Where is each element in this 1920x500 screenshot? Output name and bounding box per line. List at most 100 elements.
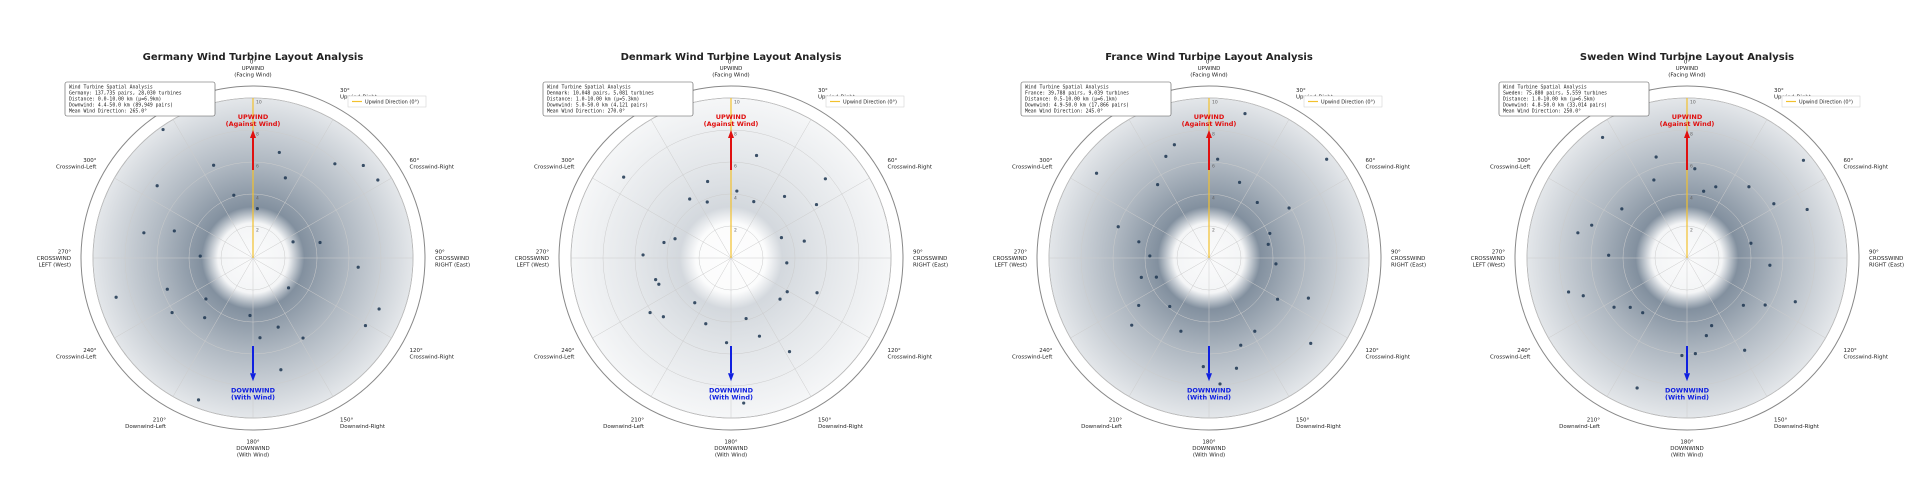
info-box (542, 81, 694, 117)
upwind-label: UPWIND (Against Wind) (704, 113, 759, 128)
upwind-label: UPWIND (Against Wind) (226, 113, 281, 128)
info-line: Mean Wind Direction: 245.0° (1025, 109, 1103, 115)
point (155, 184, 159, 188)
info-line: Wind Turbine Spatial Analysis (1503, 85, 1587, 91)
point (1590, 223, 1594, 227)
spoke (650, 119, 732, 259)
theta-tick-label: 180° DOWNWIND (With Wind) (1670, 439, 1704, 458)
point (1581, 294, 1585, 298)
chart-title: Germany Wind Turbine Layout Analysis (143, 52, 364, 63)
point (1704, 334, 1708, 338)
point (1805, 207, 1809, 212)
point (648, 310, 652, 315)
info-line: Mean Wind Direction: 265.0° (69, 109, 147, 115)
theta-tick-label: 300° Crosswind-Left (56, 157, 97, 170)
theta-tick-label: 60° Crosswind-Right (888, 157, 933, 170)
info-line: Mean Wind Direction: 250.0° (1503, 109, 1581, 115)
point (654, 278, 658, 282)
r-tick-label: 8 (1690, 132, 1693, 138)
point (673, 237, 677, 241)
point (1234, 366, 1239, 370)
info-line: Downwind: 4.8-50.0 km (33,014 pairs) (1503, 103, 1607, 109)
spoke (1548, 177, 1688, 259)
info-line: Distance: 1.0-10.00 km (μ=6.5km) (1503, 97, 1595, 103)
point (301, 336, 305, 340)
point (785, 290, 789, 294)
info-line: Downwind: 4.4-50.0 km (89,949 pairs) (69, 103, 173, 109)
point (785, 261, 789, 265)
point (1237, 180, 1242, 184)
theta-tick-label: 0° UPWIND (Facing Wind) (712, 59, 749, 78)
theta-tick-label: 270° CROSSWIND LEFT (West) (37, 249, 72, 268)
downwind-arrow-head (1684, 373, 1690, 382)
point (1255, 200, 1259, 205)
point (778, 297, 782, 301)
upwind-arrow-head (728, 130, 734, 138)
point (1309, 341, 1313, 345)
r-tick-label: 8 (1212, 132, 1215, 138)
point (1768, 263, 1772, 267)
point (1680, 353, 1684, 358)
theta-tick-label: 60° Crosswind-Right (1366, 157, 1411, 170)
legend-box (1303, 95, 1383, 108)
spoke (252, 257, 392, 339)
r-tick-label: 4 (1212, 196, 1215, 202)
spoke (252, 257, 334, 397)
theta-tick-label: 180° DOWNWIND (With Wind) (236, 439, 270, 458)
point (1747, 185, 1751, 189)
point (744, 316, 748, 321)
upwind-arrow-head (250, 130, 256, 138)
spoke (592, 177, 732, 259)
info-box (1498, 81, 1650, 117)
point (693, 301, 697, 305)
point (172, 229, 176, 233)
theta-tick-label: 0° UPWIND (Facing Wind) (1190, 59, 1227, 78)
spoke (1208, 177, 1348, 259)
theta-tick-label: 120° Crosswind-Right (410, 347, 455, 360)
point (782, 194, 787, 199)
point (1566, 290, 1571, 294)
upwind-label: UPWIND (Against Wind) (1182, 113, 1237, 128)
point (1741, 303, 1745, 307)
point (291, 240, 295, 244)
chart-title: Denmark Wind Turbine Layout Analysis (621, 52, 842, 63)
spoke (1686, 257, 1826, 339)
theta-tick-label: 210° Downwind-Left (603, 417, 645, 430)
theta-tick-label: 300° Crosswind-Left (1012, 157, 1053, 170)
downwind-label: DOWNWIND (With Wind) (1665, 387, 1710, 402)
theta-tick-label: 90° CROSSWIND RIGHT (East) (435, 249, 470, 268)
point (1772, 202, 1776, 206)
outer-ring (558, 85, 904, 431)
theta-tick-label: 150° Downwind-Right (1296, 417, 1342, 430)
theta-tick-label: 210° Downwind-Left (1081, 417, 1123, 430)
point (1793, 300, 1797, 304)
point (1325, 157, 1329, 161)
point (1607, 253, 1611, 257)
point (735, 189, 739, 193)
theta-tick-label: 270° CROSSWIND LEFT (West) (993, 249, 1028, 268)
point (1137, 240, 1141, 244)
point (1239, 343, 1243, 347)
r-tick-label: 4 (256, 196, 259, 202)
info-line: Distance: 0.0-10.00 km (μ=6.9km) (69, 97, 161, 103)
theta-tick-label: 0° UPWIND (Facing Wind) (234, 59, 271, 78)
theta-tick-label: 270° CROSSWIND LEFT (West) (515, 249, 550, 268)
point (641, 253, 645, 257)
theta-tick-label: 300° Crosswind-Left (1490, 157, 1531, 170)
point (198, 254, 202, 258)
r-tick-label: 2 (734, 228, 737, 234)
upwind-arrow-head (1206, 130, 1212, 138)
point (279, 368, 283, 372)
point (318, 240, 322, 245)
point (1168, 304, 1172, 309)
point (1130, 323, 1134, 327)
point (376, 178, 380, 182)
spoke (1686, 177, 1826, 259)
chart-title: France Wind Turbine Layout Analysis (1105, 52, 1313, 63)
point (1763, 303, 1767, 307)
upwind-arrow-head (1684, 130, 1690, 138)
spoke (730, 119, 812, 259)
legend-label: Upwind Direction (0°) (365, 99, 419, 105)
theta-tick-label: 60° Crosswind-Right (410, 157, 455, 170)
